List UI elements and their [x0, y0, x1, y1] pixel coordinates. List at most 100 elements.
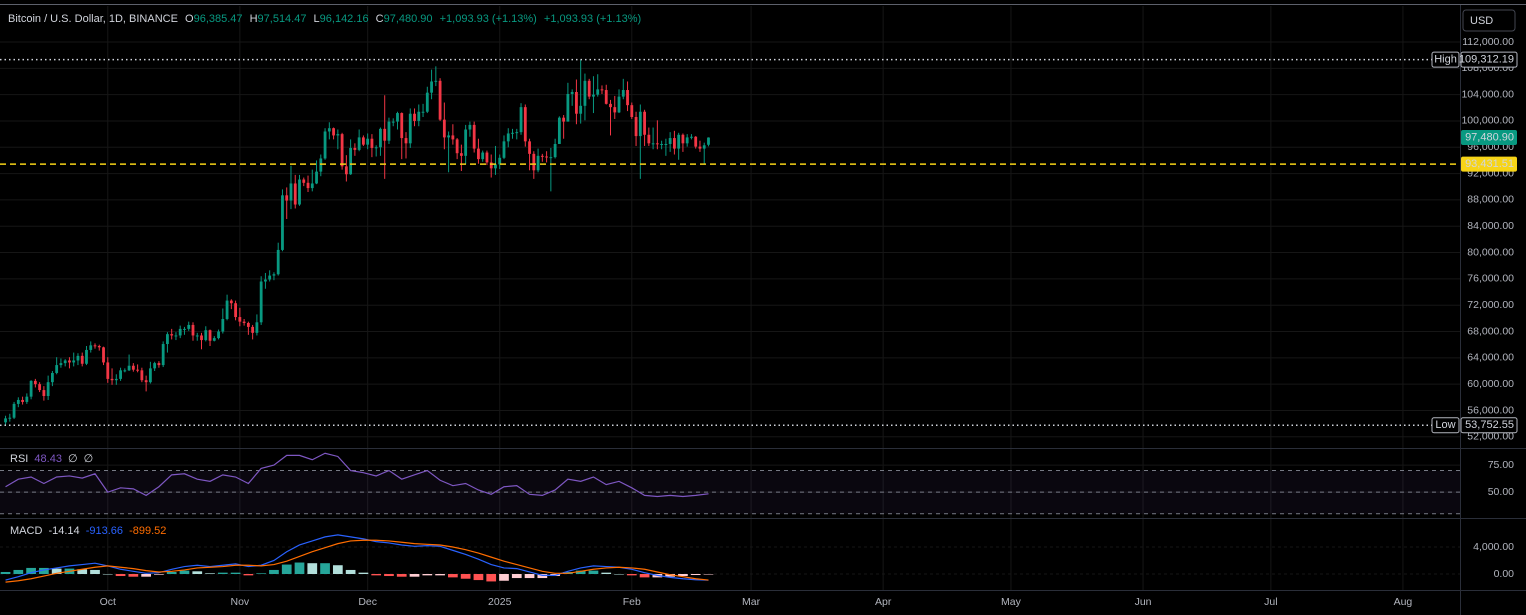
signal-value: -899.52 — [129, 525, 166, 537]
extreme-tag-name-box — [1431, 51, 1460, 68]
change: +1,093.93 (+1.13%) — [440, 13, 537, 25]
marks-layer — [0, 58, 1460, 583]
candle-body — [570, 92, 574, 94]
extreme-tag-name-box — [1431, 417, 1460, 434]
candle-body — [617, 96, 621, 113]
candle-body — [285, 195, 289, 201]
macd-histogram-bar — [0, 571, 11, 575]
candle-body — [366, 138, 370, 145]
macd-histogram-bar — [665, 574, 675, 577]
y-tick-label: 104,000.00 — [1461, 88, 1514, 100]
candle-body — [408, 113, 412, 144]
candle-body — [536, 155, 540, 171]
x-tick-label: Dec — [358, 596, 377, 608]
candle-body — [25, 396, 29, 402]
candle-body — [127, 365, 131, 371]
candle-body — [293, 183, 297, 205]
y-tick-label: 52,000.00 — [1467, 431, 1514, 443]
candle-body — [161, 344, 165, 366]
candle-body — [387, 121, 391, 141]
candle-body — [489, 162, 493, 169]
macd-histogram-bar — [51, 568, 62, 575]
candle-body — [131, 365, 135, 370]
candle-body — [50, 372, 54, 383]
candle-body — [212, 338, 216, 341]
y-tick-label: 64,000.00 — [1467, 352, 1514, 364]
macd-histogram-bar — [243, 574, 254, 576]
macd-hist-value: -14.14 — [48, 525, 79, 537]
signal-line — [5, 539, 709, 583]
macd-histogram-bar — [537, 574, 548, 579]
candle-body — [655, 143, 659, 145]
candle-body — [204, 330, 208, 341]
x-tick-label: Jul — [1264, 596, 1277, 608]
currency-label[interactable]: USD — [1470, 15, 1493, 27]
candle-body — [174, 335, 178, 337]
candle-body — [579, 105, 583, 114]
ohlc-name: H — [250, 13, 258, 25]
candle-body — [264, 279, 267, 282]
candle-body — [413, 113, 416, 121]
ohlc-value: 96,142.16 — [320, 13, 369, 25]
price-tag-box — [1461, 156, 1517, 172]
candle-body — [442, 119, 446, 138]
macd-name: MACD — [10, 525, 42, 537]
candle-body — [200, 335, 203, 341]
currency-button-box[interactable] — [1462, 9, 1516, 32]
candle-body — [404, 138, 408, 144]
candle-body — [255, 322, 259, 333]
candle-body — [519, 107, 523, 133]
macd-histogram-bar — [499, 574, 509, 581]
y-tick-label: 4,000.00 — [1473, 541, 1514, 553]
candle-body — [136, 369, 140, 371]
macd-histogram-bar — [345, 569, 356, 575]
macd-histogram-bar — [26, 567, 36, 575]
candle-body — [707, 137, 710, 145]
candle-body — [123, 370, 127, 372]
candle-body — [242, 321, 246, 323]
candle-body — [694, 136, 698, 147]
candle-body — [468, 124, 472, 130]
macd-histogram-bar — [205, 573, 215, 575]
candle-body — [238, 317, 242, 322]
candle-body — [195, 335, 199, 337]
currency-button[interactable]: USD — [1462, 9, 1516, 32]
ohlc-value: 96,385.47 — [194, 13, 243, 25]
candle-body — [383, 128, 387, 141]
extreme-tag-name: Low — [1435, 419, 1455, 431]
rsi-input: ∅ — [68, 453, 78, 465]
candle-body — [246, 322, 250, 327]
candle-body — [664, 143, 668, 145]
candle-body — [144, 380, 148, 383]
candle-body — [451, 135, 455, 140]
candle-body — [208, 330, 212, 341]
macd-histogram-bar — [166, 571, 177, 575]
candle-body — [42, 390, 46, 397]
ohlc-value: 97,514.47 — [258, 13, 307, 25]
candle-body — [229, 300, 233, 304]
candle-body — [178, 328, 182, 336]
candle-body — [417, 111, 421, 121]
candle-body — [33, 380, 37, 385]
candle-body — [621, 90, 625, 97]
candle-body — [306, 182, 310, 189]
macd-header: MACD -14.14 -913.66 -899.52 — [10, 525, 166, 537]
candle-body — [357, 137, 361, 150]
candle-body — [370, 138, 374, 148]
candle-body — [8, 417, 12, 419]
symbol-header: Bitcoin / U.S. Dollar, 1D, BINANCE O96,3… — [8, 13, 641, 25]
rsi-name: RSI — [10, 453, 28, 465]
candle-body — [528, 141, 531, 154]
candle-body — [464, 129, 468, 156]
candle-body — [583, 80, 587, 106]
macd-histogram-bar — [192, 571, 203, 575]
macd-histogram-bar — [102, 574, 113, 575]
candle-body — [153, 363, 157, 369]
extreme-tag-value: 53,752.55 — [1465, 419, 1514, 431]
candle-body — [459, 153, 463, 156]
candle-body — [630, 105, 634, 118]
macd-histogram-bar — [320, 563, 330, 575]
candle-body — [272, 274, 276, 276]
